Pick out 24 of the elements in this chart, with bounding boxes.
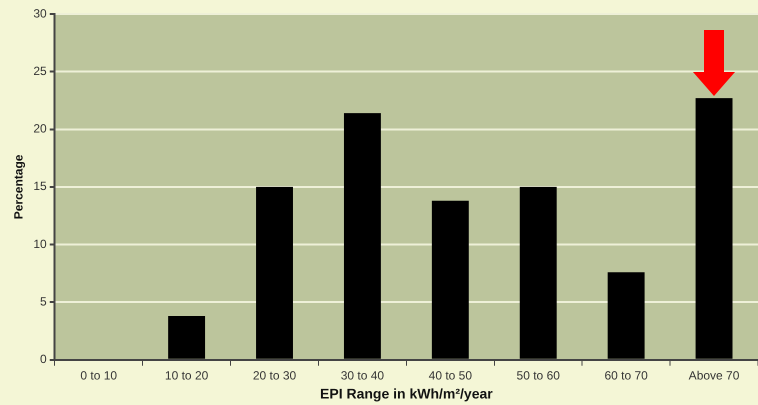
y-tick-label: 10 [33, 236, 48, 251]
bar [344, 113, 381, 359]
bar [256, 186, 293, 359]
x-axis-title: EPI Range in kWh/m²/year [320, 385, 494, 402]
bar [520, 186, 557, 359]
bar [608, 272, 645, 359]
x-tick-label: 40 to 50 [428, 368, 472, 382]
x-tick-label: 10 to 20 [164, 368, 209, 382]
x-tick-label: 30 to 40 [340, 368, 384, 382]
y-tick-label: 30 [33, 6, 48, 20]
y-tick-label: 20 [33, 122, 48, 136]
x-tick-label: 50 to 60 [516, 368, 560, 382]
x-tick-label: Above 70 [688, 368, 740, 382]
x-tick-label: 60 to 70 [604, 368, 648, 382]
x-tick-label: 0 to 10 [80, 368, 118, 382]
y-tick-label: 15 [33, 179, 48, 194]
y-tick-label: 0 [40, 352, 48, 366]
y-tick-label: 25 [33, 64, 48, 78]
bar [696, 98, 733, 359]
x-tick-label: 20 to 30 [252, 368, 297, 382]
y-tick-label: 5 [40, 294, 48, 308]
y-axis-title: Percentage [12, 154, 26, 220]
bar [168, 316, 206, 359]
bar [432, 200, 469, 359]
